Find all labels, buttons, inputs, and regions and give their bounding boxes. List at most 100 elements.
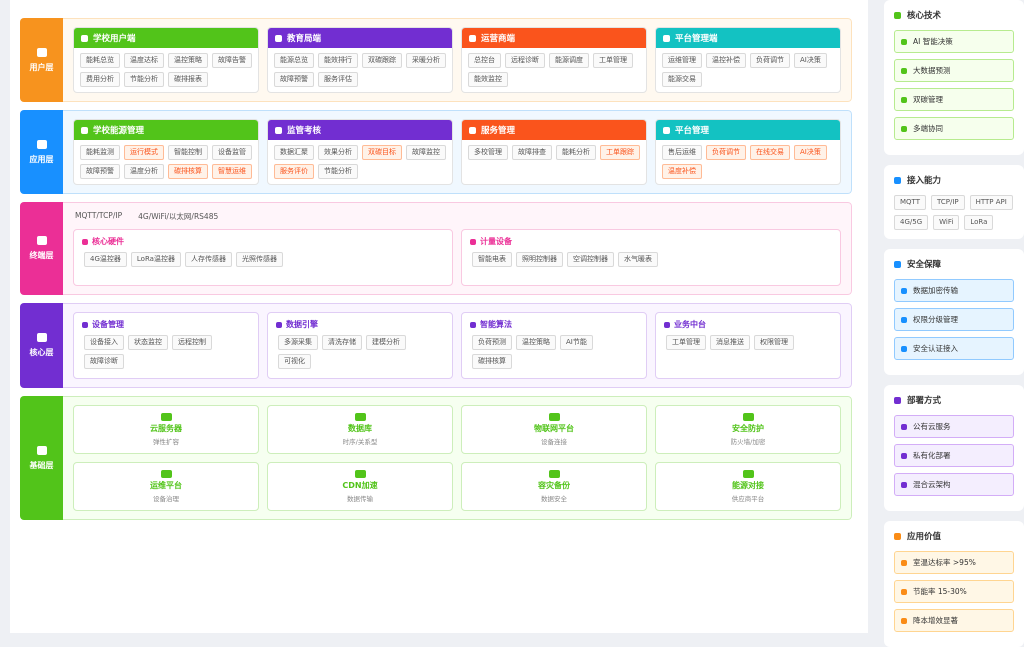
tag: AI节能 [560,335,593,350]
icon [901,287,907,294]
tag: 双碳跟踪 [362,53,402,68]
layer-content: 云服务器 弹性扩容 数据库 时序/关系型 物联网平台 设备连接 安全防护 防火墙/加密 运维平台… [63,396,852,520]
card-title: 运营商端 [481,34,516,44]
card-grid: 学校用户端 能耗总览 温度达标 温控策略 故障告警 费用分析 节能分析 碳排报表 教育局端 能源总… [73,27,841,93]
card-header: 教育局端 [268,28,452,48]
tag: 温控策略 [168,53,208,68]
tag: 温度分析 [124,164,164,179]
feature-item: 大数据预测 [894,59,1014,82]
feature-label: AI 智能决策 [913,37,953,46]
icon [548,413,560,421]
icon [894,176,901,184]
card-header: 服务管理 [462,120,646,140]
tag-list: 负荷预测 温控策略 AI节能 碳排核算 [466,330,642,374]
tag: 工单管理 [593,53,633,68]
section-title: 部署方式 [907,396,942,406]
layer-row: 核心层 设备管理 设备接入 状态监控 远程控制 故障诊断 数据引擎 多源采集 清洗存储 建模分析可… [20,303,852,388]
icon [901,316,907,323]
tag: 多校管理 [468,145,508,160]
feature-label: 私有化部署 [913,451,951,460]
card-title: 服务管理 [481,126,516,136]
tag: 温控策略 [516,335,556,350]
service-card: 运维平台 设备治理 [73,462,259,511]
tag: 双碳目标 [362,145,402,160]
layer-label: 核心层 [20,303,63,388]
feature-item: 数据加密传输 [894,279,1014,302]
tag: 智慧运维 [212,164,252,179]
icon [901,617,907,624]
section-header: 安全保障 [894,258,1014,270]
tag: 照明控制器 [516,252,563,267]
icon [901,423,907,430]
service-desc: 设备连接 [541,438,567,446]
feature-label: 双碳管理 [913,95,943,104]
layer-content: 学校用户端 能耗总览 温度达标 温控策略 故障告警 费用分析 节能分析 碳排报表 教育局端 能源总… [63,18,852,102]
protocol: MQTT/TCP/IP [75,211,123,220]
card-header: 监管考核 [268,120,452,140]
tag: 碳排报表 [168,72,208,87]
tag: 工单管理 [666,335,706,350]
feature-item: 双碳管理 [894,88,1014,111]
section-title: 核心技术 [907,11,942,21]
icon [901,38,907,45]
icon [664,321,670,328]
feature-item: 多端协同 [894,117,1014,140]
icon [36,445,47,455]
icon [663,34,670,42]
layer-title: 应用层 [29,154,54,164]
service-title: 安全防护 [732,424,764,433]
icon [901,452,907,459]
module-card: 运营商端 总控台 远程诊断 能源调度 工单管理 能效监控 [461,27,647,93]
tag: 远程控制 [172,335,212,350]
icon [469,126,476,134]
feature-item: AI 智能决策 [894,30,1014,53]
tag: 空调控制器 [567,252,614,267]
group-title: 设备管理 [92,320,124,329]
feature-label: 多端协同 [913,124,943,133]
tag: AI决策 [794,145,827,160]
tag: 负荷调节 [750,53,790,68]
service-desc: 数据安全 [541,495,567,503]
tag: 多源采集 [278,335,318,350]
section-title: 接入能力 [907,176,942,186]
layer-title: 终端层 [29,251,54,260]
feature-label: 节能率 15-30% [913,587,967,596]
card-title: 平台管理端 [675,34,718,44]
tag: 能效排行 [318,53,358,68]
feature-item: 降本增效显著 [894,609,1014,632]
group-header: 核心硬件 [78,236,448,247]
service-desc: 时序/关系型 [342,438,378,446]
tag: 智能控制 [168,145,208,160]
icon [901,481,907,488]
tag: 费用分析 [80,72,120,87]
sidebar-section: 应用价值 室温达标率 >95% 节能率 15-30% 降本增效显著 [884,521,1024,647]
section-title: 应用价值 [907,532,942,542]
card-grid: 学校能源管理 能耗监测 运行模式 智能控制 设备监管 故障预警 温度分析 碳排核算 智慧运维 监管… [73,119,841,185]
layer-label: 用户层 [20,18,63,102]
tag: 碳排核算 [168,164,208,179]
icon [36,236,47,245]
layer-label: 终端层 [20,202,63,295]
tag: 能耗总览 [80,53,120,68]
icon [894,260,901,268]
tag: 能耗监测 [80,145,120,160]
icon [81,126,88,134]
icon [901,96,907,103]
icon [160,470,172,478]
layer-title: 用户层 [29,62,54,72]
service-title: 物联网平台 [534,424,574,433]
icon [81,34,88,42]
icon [82,321,88,328]
icon [548,470,560,478]
sidebar-section: 核心技术 AI 智能决策大数据预测双碳管理多端协同 [884,0,1024,155]
service-card: CDN加速 数据传输 [267,462,453,511]
tag-list: 能源总览 能效排行 双碳跟踪 采暖分析 故障预警 服务评估 [268,48,452,92]
card-header: 运营商端 [462,28,646,48]
tag: 总控台 [468,53,501,68]
layer-row: 基础层 云服务器 弹性扩容 数据库 时序/关系型 物联网平台 设备连接 安全防护 防火墙/加密运… [20,396,852,520]
feature-item: 节能率 15-30% [894,580,1014,603]
module-card: 学校用户端 能耗总览 温度达标 温控策略 故障告警 费用分析 节能分析 碳排报表 [73,27,259,93]
tag: 温度补偿 [662,164,702,179]
layer-title: 核心层 [29,348,54,357]
layer-row: 应用层 学校能源管理 能耗监测 运行模式 智能控制 设备监管 故障预警 温度分析 碳排核算 智慧运… [20,110,852,194]
